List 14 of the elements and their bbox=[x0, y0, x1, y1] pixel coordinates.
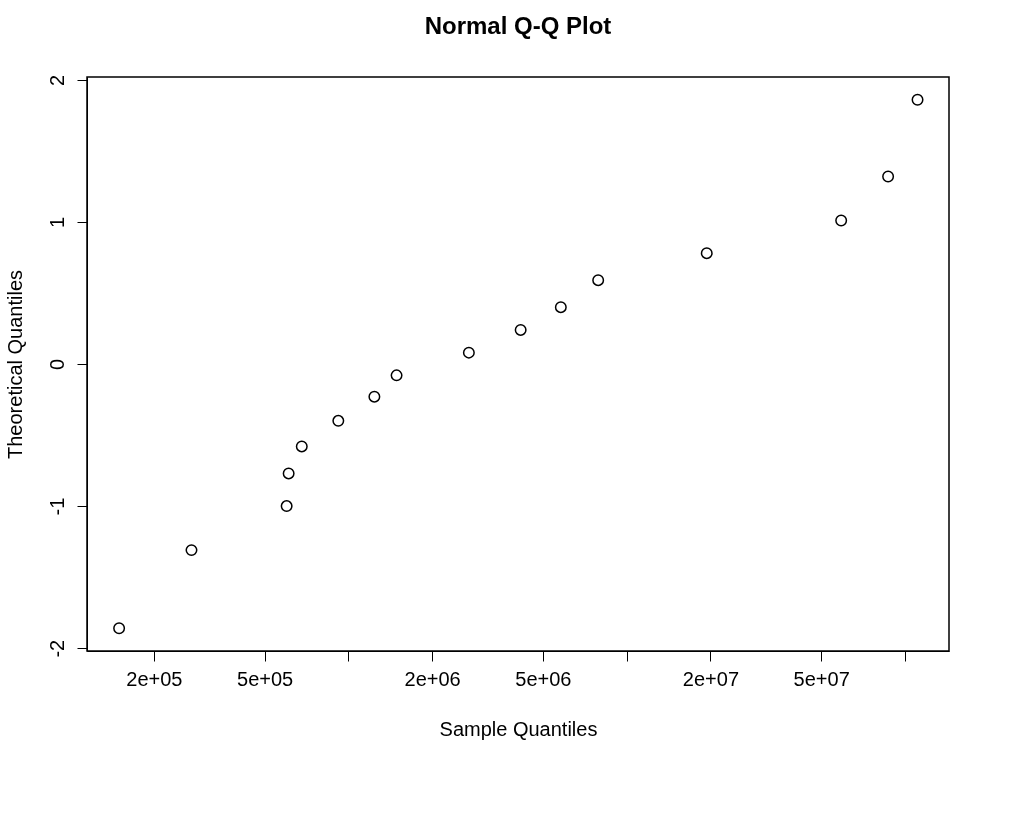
x-tick-label: 2e+05 bbox=[126, 667, 183, 690]
y-tick-label: -1 bbox=[45, 497, 68, 516]
x-tick-label: 5e+06 bbox=[515, 667, 572, 690]
x-axis-title: Sample Quantiles bbox=[439, 717, 598, 740]
y-tick-label: 0 bbox=[45, 358, 68, 371]
x-tick-label: 5e+05 bbox=[237, 667, 294, 690]
y-tick-label: -2 bbox=[45, 639, 68, 658]
x-tick-label: 2e+06 bbox=[404, 667, 461, 690]
x-tick-label: 5e+07 bbox=[793, 667, 850, 690]
y-axis-title: Theoretical Quantiles bbox=[3, 270, 26, 459]
y-tick-label: 2 bbox=[45, 74, 68, 86]
x-tick-label: 2e+07 bbox=[682, 667, 740, 690]
chart-title: Normal Q-Q Plot bbox=[424, 12, 612, 40]
y-tick-label: 1 bbox=[45, 216, 68, 228]
